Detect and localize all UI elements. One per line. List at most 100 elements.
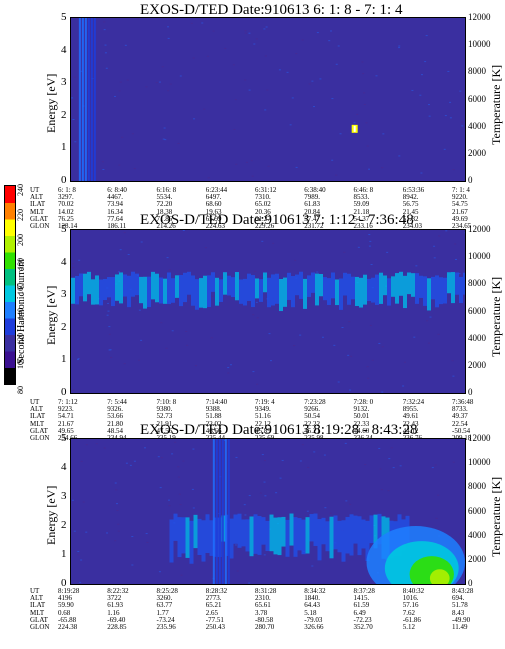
band-segment [371,277,375,303]
noise-pixel [329,512,332,514]
noise-pixel [109,349,112,351]
band-segment [209,520,214,556]
orbit-cell: 61.83 [304,200,320,209]
orbit-cell: 214.26 [156,222,176,230]
noise-pixel [110,356,113,358]
y-tick-label-right: 8000 [468,66,486,77]
orbit-cell: 9223. [58,405,74,414]
orbit-cell: 21.18 [353,207,370,216]
orbit-cell: 45.21 [304,426,320,435]
noise-pixel [351,582,354,584]
band-segment [301,519,306,555]
noise-pixel [119,81,122,83]
noise-pixel [117,530,120,532]
y-tick-label-right: 2000 [468,147,486,158]
colorbar-tick-label: 80 [16,386,25,394]
band-segment [193,514,198,549]
noise-pixel [211,295,214,297]
orbit-cell: -77.51 [205,615,224,624]
orbit-cell: 65.02 [255,200,271,209]
band-segment [339,278,343,310]
orbit-cell: 6: 1: 8 [58,186,76,194]
y-tick-label-left: 5 [61,11,67,23]
noise-pixel [433,257,436,259]
orbit-cell: 22.43 [402,419,419,428]
orbit-row-label: GLON [30,623,50,631]
noise-pixel [256,277,259,279]
band-segment [201,520,206,562]
orbit-cell: -50.54 [452,426,471,435]
heatmap-plot [70,17,466,182]
band-segment [131,271,135,297]
y-tick-label-left: 4 [61,461,67,473]
noise-pixel [361,61,364,63]
noise-pixel [264,495,267,497]
orbit-cell: 68.60 [205,200,222,209]
orbit-cell: 9326. [107,405,123,414]
noise-pixel [264,109,267,111]
orbit-cell: 234.65 [452,222,472,230]
orbit-cell: 235.96 [156,623,176,631]
y-tick-label-right: 10000 [468,457,491,468]
noise-pixel [114,482,117,484]
noise-pixel [356,113,359,115]
orbit-cell: 8:19:28 [58,587,80,595]
noise-pixel [192,507,195,509]
heatmap-svg [71,439,465,584]
orbit-cell: 57.16 [402,601,419,610]
y-tick-label-left: 1 [61,353,67,366]
noise-pixel [438,235,441,237]
streak [78,18,81,181]
noise-pixel [366,366,369,368]
orbit-cell: 76.25 [58,214,74,223]
orbit-cell: 54.37 [353,214,370,223]
noise-pixel [462,443,465,445]
noise-pixel [80,70,83,72]
band-segment [181,517,186,554]
orbit-cell: 6: 8:40 [107,186,127,194]
noise-pixel [311,80,314,82]
band-segment [297,518,302,551]
noise-pixel [179,504,182,506]
noise-pixel [424,61,427,63]
noise-pixel [207,177,210,179]
noise-pixel [387,490,390,492]
noise-pixel [451,360,454,362]
noise-pixel [378,342,381,344]
heatmap-svg [71,230,465,393]
orbit-cell: 6497. [205,193,222,202]
noise-pixel [379,468,382,470]
streak [93,18,96,181]
band-segment [299,271,303,299]
colorbar-swatch [5,334,15,352]
band-segment [365,520,370,562]
y-tick-label-right: 12000 [468,224,491,234]
band-segment [411,273,415,297]
orbit-cell: 5534. [156,193,173,202]
orbit-row-label: UT [30,186,40,194]
orbit-cell: 49.69 [452,214,468,223]
noise-pixel [140,339,143,341]
noise-pixel [341,326,344,328]
band-segment [281,516,286,547]
y-axis-label-left: Energy [eV] [44,485,58,545]
y-tick-label-left: 1 [61,548,67,560]
orbit-cell: 6:38:40 [304,186,326,194]
noise-pixel [71,499,74,501]
noise-pixel [171,453,174,455]
band-segment [185,517,190,558]
noise-pixel [459,533,462,535]
orbit-cell: 22.12 [255,419,271,428]
band-segment [225,514,230,556]
noise-pixel [464,232,465,234]
orbit-cell: 7310. [255,193,271,202]
noise-pixel [133,460,136,462]
noise-pixel [461,125,464,127]
noise-pixel [230,364,233,366]
panel-title: EXOS-D/TED Date:910613 8:19:28 - 8:43:28 [140,422,418,438]
streak [212,439,215,584]
panel-title: EXOS-D/TED Date:910613 6: 1: 8 - 7: 1: 4 [140,2,403,18]
y-tick-label-right: 6000 [468,505,486,516]
noise-pixel [381,391,384,393]
y-axis-label-right: Temperature [K] [489,64,503,145]
